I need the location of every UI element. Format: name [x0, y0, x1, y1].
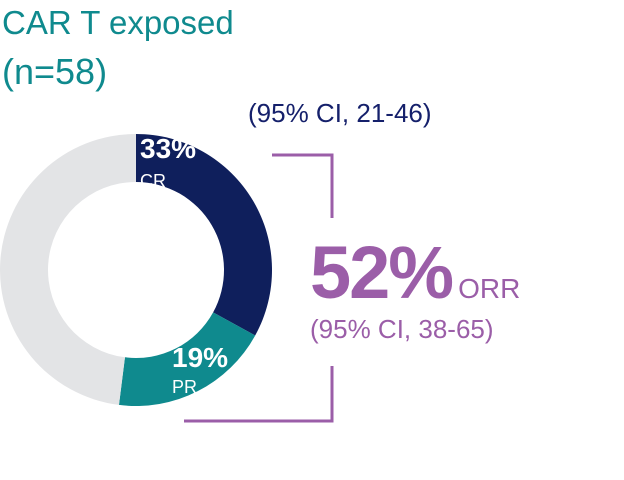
orr-label: ORR [458, 273, 521, 304]
pr-percent-label: 19% [172, 342, 228, 373]
chart-subtitle-n: (n=58) [2, 51, 108, 92]
pr-name-label: PR [172, 377, 197, 397]
cr-percent-label: 33% [140, 133, 196, 164]
donut-slice-remainder [0, 134, 136, 405]
donut-slices [0, 134, 272, 406]
chart-title: CAR T exposed [2, 4, 234, 41]
donut-slice-cr [136, 134, 272, 336]
orr-value: 52% [310, 231, 454, 314]
orr-confidence-interval: (95% CI, 38-65) [310, 314, 494, 344]
orr-bracket [272, 153, 334, 218]
orr-summary: 52% ORR [310, 236, 520, 310]
orr-bracket-lower [184, 366, 334, 423]
cr-confidence-interval: (95% CI, 21-46) [248, 98, 432, 128]
cr-name-label: CR [140, 171, 166, 191]
donut-slice-pr [118, 312, 256, 406]
